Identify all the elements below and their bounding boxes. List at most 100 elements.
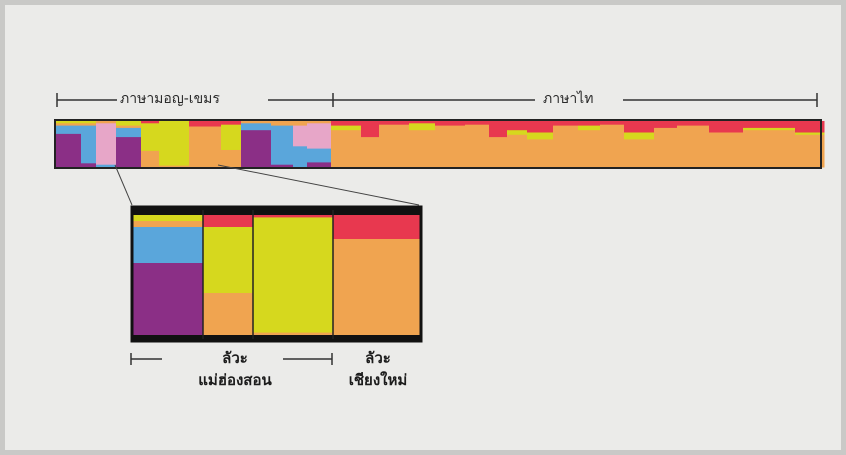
segment-yellow [133,215,204,222]
structure-bar-main [56,121,825,168]
segment-purple [133,263,204,336]
cluster-group-mk-12 [307,121,332,168]
structure-bar-frame [54,119,822,169]
inset-bottom-strip [133,335,420,340]
segment-orange [81,123,97,127]
label-lawa-mhs-2: แม่ฮ่องสอน [198,371,272,389]
cluster-group-mk-7 [189,121,222,168]
segment-yellow [409,123,436,131]
cluster-group-tai-6 [465,121,490,168]
segment-yellow [116,121,142,127]
segment-orange [333,239,421,336]
segment-yellow [331,125,362,131]
segment-orange [56,123,82,127]
figure-page: ภาษามอญ-เขมร ภาษาไท ลัวะ แม่ฮ่องสอน ลัวะ… [5,5,841,450]
cluster-group-tai-5 [435,121,466,168]
segment-blue [96,164,117,168]
segment-blue [56,125,82,135]
segment-orange [293,121,308,127]
label-lawa-cm-2: เชียงใหม่ [348,371,408,389]
cluster-group-tai-4 [409,121,436,168]
cluster-group-lawa-mhs-c [253,215,334,336]
cluster-group-tai-10 [553,121,579,168]
label-tai: ภาษาไท [543,91,594,107]
cluster-group-lawa-cm [333,215,421,336]
segment-orange [409,130,436,168]
segment-yellow [141,123,160,152]
segment-red [624,121,655,133]
cluster-group-tai-11 [578,121,601,168]
segment-red [795,121,825,133]
segment-red [253,215,334,218]
segment-orange [253,332,334,336]
cluster-group-lawa-mhs-a [133,215,204,336]
cluster-group-mk-1 [56,121,82,168]
segment-orange [489,137,508,168]
segment-red [507,121,528,131]
segment-blue [133,227,204,264]
segment-red [189,121,222,128]
cluster-group-mk-3 [96,121,117,168]
cluster-group-tai-7 [489,121,508,168]
segment-red [553,121,579,127]
segment-red [654,121,678,129]
cluster-group-tai-8 [507,121,528,168]
segment-red [600,121,625,126]
cluster-group-mk-11 [293,121,308,168]
segment-orange [141,150,160,168]
segment-purple [241,130,272,168]
segment-yellow [743,127,796,131]
segment-red [361,121,380,138]
cluster-group-tai-9 [527,121,554,168]
segment-orange [221,149,242,168]
segment-purple [56,133,82,168]
segment-orange [654,127,678,168]
cluster-group-mk-5 [141,121,160,168]
cluster-group-mk-2 [81,121,97,168]
segment-yellow [159,121,190,167]
segment-purple [271,164,294,168]
segment-blue [241,123,272,131]
segment-orange [189,126,222,168]
segment-orange [709,132,744,168]
cluster-group-tai-15 [677,121,710,168]
inset-top-strip [133,208,420,215]
segment-red [379,121,410,126]
cluster-group-tai-12 [600,121,625,168]
segment-yellow [253,217,334,334]
segment-yellow [56,121,82,124]
segment-purple [307,162,332,168]
segment-orange [241,121,272,124]
zoom-line-left [114,164,133,206]
segment-orange [307,121,332,124]
segment-yellow [795,132,825,136]
segment-orange [600,124,625,168]
segment-orange [159,165,190,168]
cluster-group-mk-10 [271,121,294,168]
segment-orange [203,293,254,336]
segment-yellow [203,227,254,294]
inset-frame [130,205,423,343]
segment-yellow [81,121,97,124]
segment-orange [116,125,142,129]
structure-bar-inset [133,208,421,340]
cluster-group-tai-16 [709,121,744,168]
cluster-group-tai-1 [331,121,362,168]
segment-orange [795,134,825,168]
segment-orange [507,134,528,168]
segment-red [409,121,436,124]
cluster-group-tai-17 [743,121,796,168]
cluster-group-mk-9 [241,121,272,168]
segment-red [221,121,242,126]
segment-yellow [221,124,242,151]
segment-orange [743,130,796,168]
cluster-group-mk-6 [159,121,190,168]
cluster-group-lawa-mhs-b [203,215,254,336]
segment-red [743,121,796,129]
segment-red [489,121,508,138]
label-lawa-cm-1: ลัวะ [365,349,391,367]
segment-orange [435,125,466,168]
segment-yellow [624,132,655,140]
segment-blue [307,148,332,163]
cluster-group-tai-2 [361,121,380,168]
